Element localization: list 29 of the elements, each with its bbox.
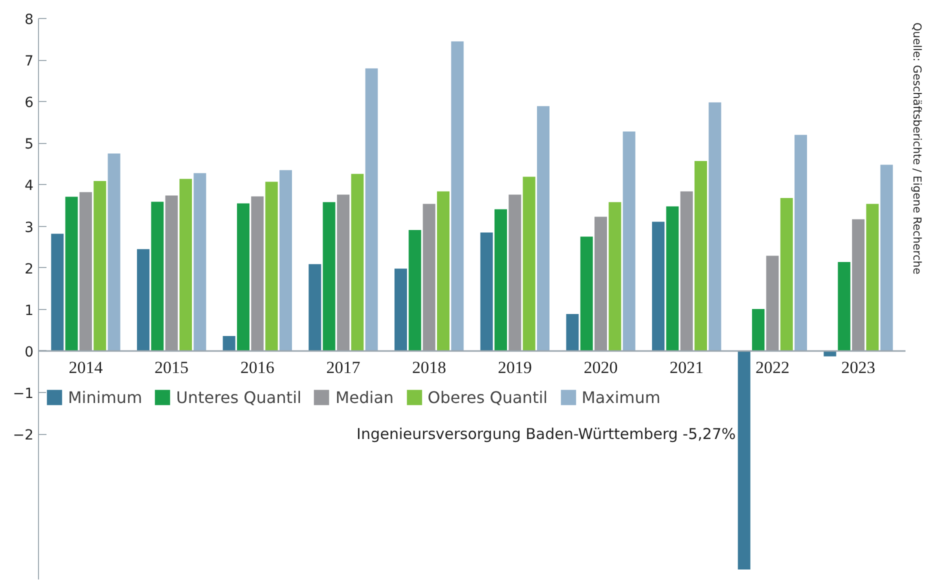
x-tick-label: 2016 (240, 358, 274, 377)
x-tick-label: 2015 (154, 358, 189, 377)
x-tick-label: 2020 (584, 358, 618, 377)
y-tick-label: 2 (24, 261, 34, 278)
legend-label: Oberes Quantil (428, 388, 548, 406)
legend-label: Maximum (582, 388, 660, 406)
bar (737, 350, 752, 570)
y-tick-label: −2 (12, 428, 34, 444)
x-tick-label: 2023 (841, 358, 876, 377)
x-tick-label: 2017 (326, 358, 361, 377)
x-tick-label: 2018 (412, 358, 446, 377)
legend-label: Unteres Quantil (176, 388, 302, 406)
source-note: Quelle: Geschäftsberichte / Eigene Recherche (910, 22, 924, 275)
y-tick-label: −1 (12, 386, 34, 402)
y-tick-label: 7 (24, 54, 34, 70)
x-tick-label: 2021 (670, 358, 704, 377)
y-tick-label: 8 (24, 12, 34, 28)
x-tick-label: 2019 (498, 358, 532, 377)
y-tick-label: 3 (24, 220, 34, 236)
x-tick-label: 2022 (755, 358, 790, 377)
x-tick-label: 2014 (68, 358, 104, 377)
legend-label: Median (335, 388, 394, 406)
y-tick-label: 1 (24, 302, 34, 319)
y-tick-label: 0 (24, 344, 34, 360)
y-tick-label: 5 (24, 136, 34, 153)
legend-label: Minimum (68, 388, 142, 406)
y-tick-label: 6 (24, 95, 34, 112)
annotation: Ingenieursversorgung Baden-Württemberg -5,27% (356, 425, 736, 444)
y-tick-label: 4 (24, 178, 34, 194)
